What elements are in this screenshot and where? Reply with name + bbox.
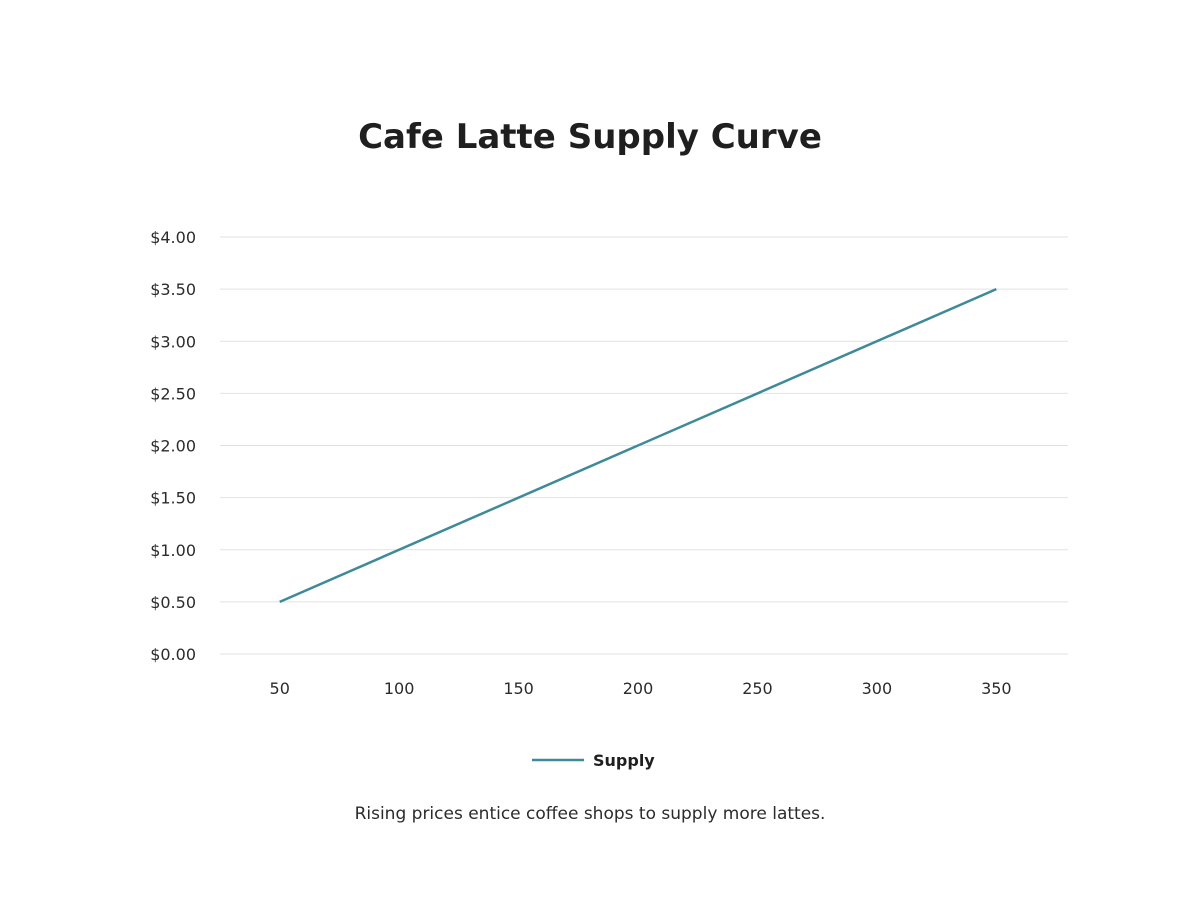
x-tick-label: 150 [503,679,534,698]
legend-supply-label: Supply [593,751,655,770]
y-tick-label: $3.50 [150,280,196,299]
y-tick-label: $2.00 [150,437,196,456]
chart-title: Cafe Latte Supply Curve [358,117,822,157]
y-tick-label: $1.00 [150,541,196,560]
x-tick-label: 200 [623,679,654,698]
y-tick-label: $0.00 [150,645,196,664]
x-tick-label: 250 [742,679,773,698]
x-tick-label: 300 [862,679,893,698]
legend: Supply [532,751,655,770]
y-axis-ticks: $0.00 $0.50 $1.00 $1.50 $2.00 $2.50 $3.00 $3.50… [150,228,196,664]
series-line-supply [279,287,997,604]
x-tick-label: 350 [981,679,1012,698]
y-tick-label: $4.00 [150,228,196,247]
y-tick-label: $2.50 [150,384,196,403]
y-tick-label: $0.50 [150,593,196,612]
x-axis-ticks: 50 100 150 200 250 300 350 [270,679,1012,698]
gridlines [220,236,1068,655]
chart-caption: Rising prices entice coffee shops to sup… [355,804,826,824]
y-tick-label: $3.00 [150,332,196,351]
series-layer [279,287,997,604]
x-tick-label: 100 [384,679,415,698]
y-tick-label: $1.50 [150,489,196,508]
x-tick-label: 50 [270,679,290,698]
